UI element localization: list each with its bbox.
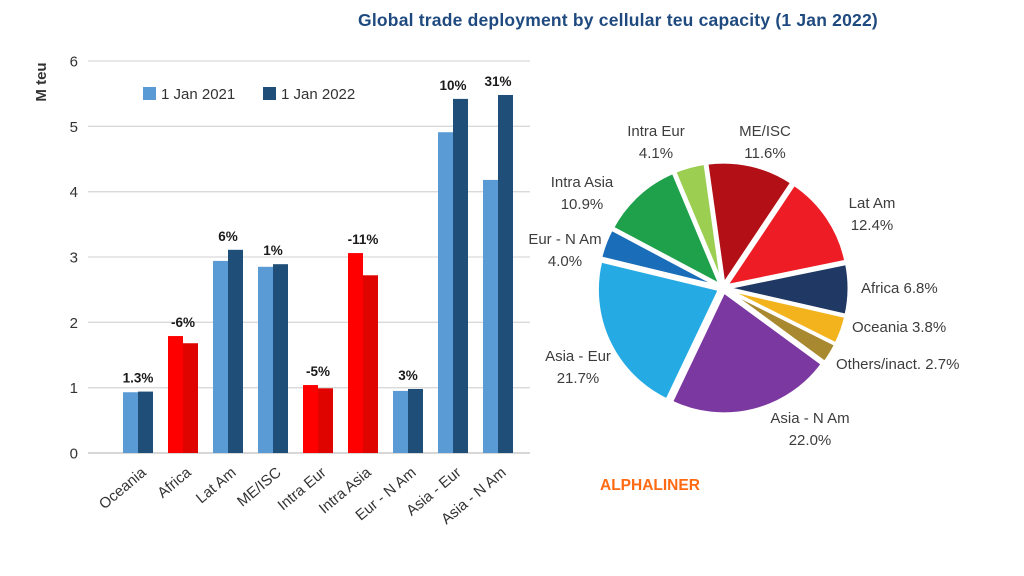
- pie-label-asia-eur: Asia - Eur 21.7%: [545, 348, 611, 387]
- svg-text:1.3%: 1.3%: [123, 371, 154, 386]
- source-label: ALPHALINER: [600, 477, 700, 494]
- svg-text:5: 5: [70, 119, 78, 136]
- pie-label-eur-n-am: Eur - N Am 4.0%: [528, 231, 602, 270]
- pie-label-others-inact: Others/inact. 2.7%: [836, 356, 960, 373]
- pie-label-intra-asia: Intra Asia 10.9%: [550, 174, 614, 213]
- svg-text:6: 6: [70, 54, 78, 71]
- svg-text:10%: 10%: [439, 78, 466, 93]
- pie-label-oceania: Oceania 3.8%: [852, 319, 947, 336]
- svg-text:1%: 1%: [263, 243, 283, 258]
- pie-label-intra-eur: Intra Eur 4.1%: [627, 123, 685, 162]
- svg-text:-11%: -11%: [348, 232, 379, 247]
- page-title: Global trade deployment by cellular teu …: [358, 10, 878, 30]
- svg-text:1 Jan 2022: 1 Jan 2022: [281, 86, 355, 103]
- svg-text:-5%: -5%: [306, 364, 330, 379]
- pie-chart: [595, 160, 851, 416]
- svg-text:Africa: Africa: [154, 464, 195, 502]
- svg-text:0: 0: [70, 446, 78, 463]
- svg-text:Lat Am: Lat Am: [193, 464, 240, 507]
- pie-label-asia-n-am: Asia - N Am 22.0%: [770, 410, 850, 449]
- svg-text:1: 1: [70, 380, 78, 397]
- svg-text:3%: 3%: [398, 368, 418, 383]
- pie-label-me-isc: ME/ISC 11.6%: [739, 123, 791, 162]
- pie-label-lat-am: Lat Am 12.4%: [848, 195, 896, 234]
- svg-text:6%: 6%: [218, 229, 238, 244]
- svg-text:31%: 31%: [484, 74, 511, 89]
- svg-text:-6%: -6%: [171, 315, 195, 330]
- svg-text:M teu: M teu: [33, 62, 50, 101]
- svg-text:Oceania: Oceania: [96, 464, 150, 513]
- pie-label-africa: Africa 6.8%: [861, 280, 938, 297]
- bar-chart: 0 1 2 3 4 5 6 M teu 1 Jan 2021 1 Jan 2022 1.3% Ocea…: [33, 54, 530, 528]
- svg-text:2: 2: [70, 315, 78, 332]
- svg-text:4: 4: [70, 184, 78, 201]
- svg-text:3: 3: [70, 250, 78, 267]
- svg-text:1 Jan 2021: 1 Jan 2021: [161, 86, 235, 103]
